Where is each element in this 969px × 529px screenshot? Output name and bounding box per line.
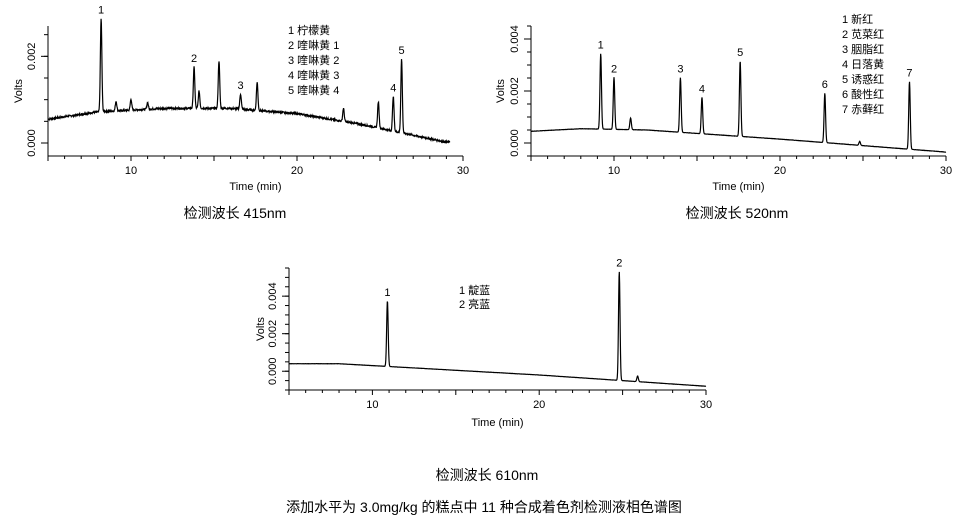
legend-entry: 1 柠檬黄 (288, 23, 330, 37)
peak-label-4: 4 (699, 83, 705, 95)
y-tick-label: 0.004 (509, 25, 521, 53)
peak-label-3: 3 (677, 64, 683, 76)
figure-caption: 添加水平为 3.0mg/kg 的糕点中 11 种合成着色剂检测液相色谱图 (286, 499, 682, 515)
legend-entry: 7 赤藓红 (842, 103, 884, 116)
legend-entry: 1 新红 (842, 12, 873, 26)
x-tick-label: 10 (608, 165, 620, 177)
legend-entry: 4 日落黄 (842, 57, 884, 71)
y-tick-label: 0.000 (267, 357, 279, 385)
x-tick-label: 10 (366, 399, 378, 411)
legend-entry: 2 亮蓝 (459, 297, 490, 311)
x-tick-label: 20 (774, 165, 786, 177)
x-tick-label: 10 (125, 165, 137, 177)
chromatogram-trace (288, 271, 707, 387)
chromatogram-panel-1: 10 20 30 0.000 0.002 Time (min) Volts 1 2 3 4 5 1 柠檬… (13, 4, 469, 221)
x-tick-label: 20 (291, 165, 303, 177)
peak-label-5: 5 (399, 45, 405, 57)
chromatogram-trace (530, 53, 947, 153)
x-tick-label: 30 (940, 165, 952, 177)
y-tick-label: 0.002 (267, 320, 279, 348)
y-tick-label: 0.002 (26, 43, 38, 71)
panel-caption: 检测波长 610nm (436, 467, 539, 483)
y-tick-label: 0.000 (509, 129, 521, 157)
chromatogram-panel-2: 10 20 30 0.000 0.002 0.004 Time (min) Volts 12 3 4… (495, 12, 952, 221)
y-tick-label: 0.000 (26, 129, 38, 157)
peak-label-1: 1 (598, 40, 604, 52)
x-axis-title: Time (min) (712, 181, 764, 193)
chromatogram-panel-3: 10 20 30 0.000 0.002 0.004 Time (min) Volts 1 2 1 … (255, 258, 712, 483)
x-axis-title: Time (min) (471, 417, 523, 429)
legend-entry: 5 诱惑红 (842, 72, 884, 86)
peak-label-5: 5 (737, 47, 743, 59)
peak-label-6: 6 (822, 79, 828, 91)
panel-caption: 检测波长 415nm (184, 205, 287, 221)
chromatogram-trace (47, 18, 451, 144)
legend-entry: 3 胭脂红 (842, 42, 884, 56)
legend-entry: 2 苋菜红 (842, 28, 884, 41)
peak-label-2: 2 (616, 258, 622, 270)
y-tick-label: 0.004 (267, 282, 279, 310)
legend-entry: 4 喹啉黄 3 (288, 68, 339, 82)
x-tick-label: 30 (700, 399, 712, 411)
legend-entry: 3 喹啉黄 2 (288, 53, 339, 67)
y-tick-label: 0.002 (509, 77, 521, 105)
y-axis-title: Volts (255, 317, 267, 341)
panel-caption: 检测波长 520nm (686, 205, 789, 221)
peak-label-3: 3 (237, 80, 243, 92)
peak-label-1: 1 (98, 4, 104, 16)
legend-entry: 1 靛蓝 (459, 283, 490, 297)
peak-label-2: 2 (611, 63, 617, 75)
x-tick-label: 20 (533, 399, 545, 411)
legend-entry: 6 酸性红 (842, 87, 884, 101)
peak-label-7: 7 (906, 68, 912, 80)
peak-label-1: 1 (384, 287, 390, 299)
legend-entry: 5 喹啉黄 4 (288, 83, 339, 97)
y-axis-title: Volts (495, 79, 507, 103)
peak-label-4: 4 (390, 82, 396, 94)
x-tick-label: 30 (457, 165, 469, 177)
y-axis-title: Volts (13, 79, 25, 103)
legend-entry: 2 喹啉黄 1 (288, 38, 339, 52)
peak-label-2: 2 (191, 53, 197, 65)
x-axis-title: Time (min) (229, 181, 281, 193)
